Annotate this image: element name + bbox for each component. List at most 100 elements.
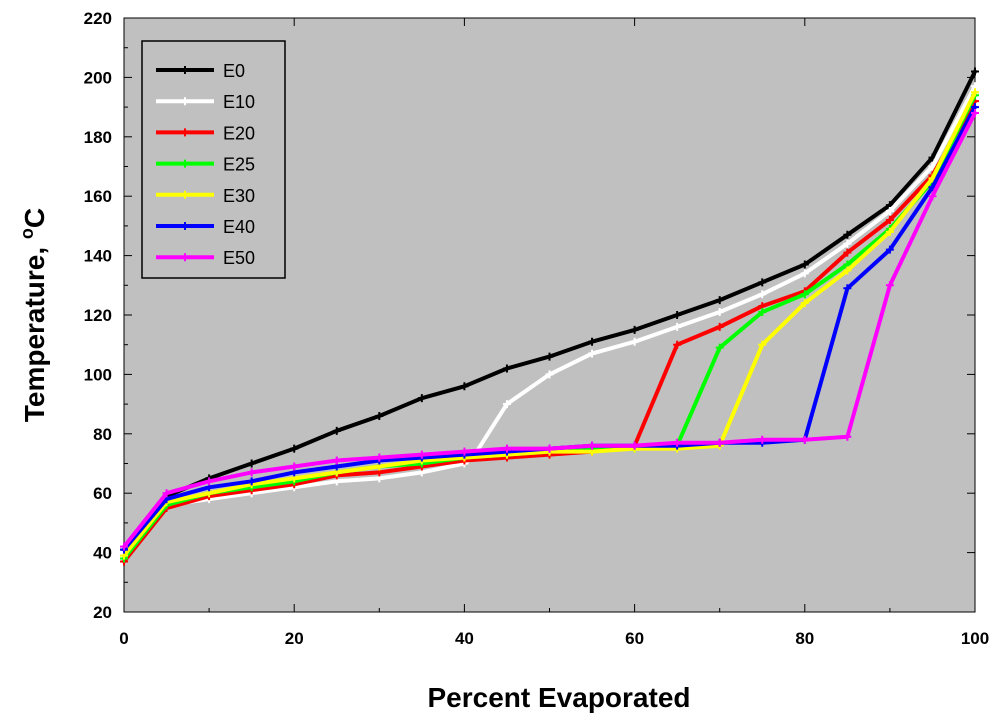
data-point [843,266,852,275]
data-point [375,453,384,462]
data-point [758,435,767,444]
series-e50 [120,109,979,551]
data-point [673,311,682,319]
x-axis-title: Percent Evaporated [428,682,691,713]
data-point [800,435,809,444]
y-tick-label: 20 [93,603,112,622]
data-point [800,299,809,308]
data-point [971,88,979,97]
data-point [885,227,894,236]
legend-marker [181,253,189,262]
data-point [545,352,554,361]
data-point [758,308,767,317]
legend-marker [181,97,189,106]
data-point [502,400,511,409]
axes: 20 40 60 80 100 120 140 160 180 200 220 0 20 40 60 80 10… [84,9,990,648]
legend: E0 E10 E20 E25 E30 E40 E50 [141,40,286,279]
data-point [673,322,682,331]
y-tick-label: 200 [84,68,112,87]
legend-label: E0 [223,61,245,81]
legend-label: E50 [223,248,255,268]
data-point [971,67,979,76]
y-tick-label: 180 [84,128,112,147]
data-point [502,444,511,453]
x-tick-label: 20 [285,629,304,648]
data-point [928,162,937,171]
data-point [162,489,171,498]
data-point [247,477,256,486]
data-point [885,215,894,224]
data-point [417,394,426,403]
data-point [800,290,809,299]
legend-box [141,40,286,279]
data-point [460,382,469,391]
data-point [715,343,724,352]
x-tick-label: 60 [625,629,644,648]
data-point [545,444,554,453]
x-tick-label: 40 [455,629,474,648]
series-layer [120,67,979,566]
data-point [630,325,639,334]
data-point [800,269,809,278]
data-point [290,444,299,453]
data-point [885,245,894,254]
legend-label: E10 [223,92,255,112]
data-point [417,450,426,459]
data-point [247,468,256,477]
data-point [588,337,597,346]
data-point [205,477,214,486]
legend-marker [181,159,189,168]
data-point [290,462,299,471]
legend-label: E30 [223,186,255,206]
y-tick-label: 160 [84,187,112,206]
y-axis-title-unit: C [19,208,50,228]
legend-label: E20 [223,123,255,143]
data-point [843,432,852,441]
x-tick-label: 0 [119,629,128,648]
y-tick-label: 60 [93,484,112,503]
y-tick-label: 40 [93,544,112,563]
data-point [715,322,724,331]
data-point [715,296,724,305]
data-point [120,542,128,551]
legend-marker [181,66,189,74]
data-point [673,438,682,447]
data-point [971,109,979,118]
data-point [715,308,724,317]
data-point [630,441,639,450]
data-point [588,441,597,450]
data-point [630,337,639,346]
data-point [673,340,682,349]
x-tick-label: 100 [961,629,989,648]
data-point [502,364,511,373]
y-axis-title: Temperature, oC [17,208,50,422]
y-axis-title-main: Temperature, [19,239,50,422]
legend-marker [181,128,189,137]
data-point [588,349,597,358]
y-tick-label: 140 [84,247,112,266]
legend-label: E40 [223,217,255,237]
data-point [758,278,767,287]
data-point [885,207,894,216]
y-axis-title-degree: o [17,228,37,239]
data-point [332,456,341,465]
data-point [758,290,767,299]
data-point [843,230,852,239]
data-point [545,370,554,379]
y-tick-label: 120 [84,306,112,325]
data-point [715,438,724,447]
data-point [247,459,256,468]
y-tick-label: 100 [84,365,112,384]
data-point [758,340,767,349]
y-tick-label: 220 [84,9,112,28]
data-point [843,239,852,248]
data-point [843,284,852,293]
x-tick-label: 80 [795,629,814,648]
series-line [122,84,977,555]
legend-marker [181,222,189,230]
data-point [460,447,469,456]
data-point [375,411,384,420]
legend-marker [181,190,189,199]
data-point [332,426,341,435]
